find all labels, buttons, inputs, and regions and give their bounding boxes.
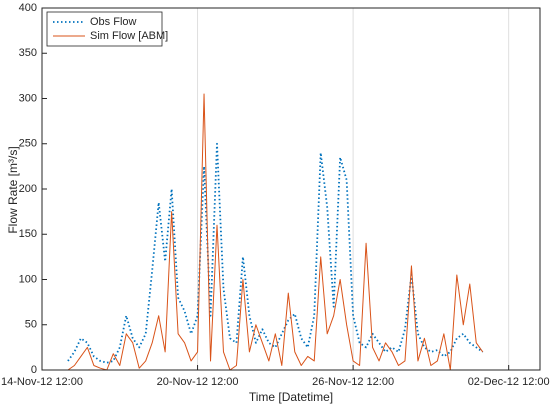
x-tick-label: 02-Dec-12 12:00: [468, 376, 550, 388]
y-tick-label: 0: [31, 364, 37, 376]
y-axis-label: Flow Rate [m³/s]: [6, 146, 20, 233]
y-tick-label: 100: [19, 273, 37, 285]
y-tick-label: 200: [19, 183, 37, 195]
y-tick-label: 300: [19, 92, 37, 104]
y-tick-label: 250: [19, 138, 37, 150]
x-axis-label: Time [Datetime]: [249, 390, 333, 404]
y-tick-label: 50: [25, 319, 37, 331]
legend: Obs Flow Sim Flow [ABM]: [46, 11, 168, 47]
x-tick-label: 14-Nov-12 12:00: [1, 376, 83, 388]
legend-label: Sim Flow [ABM]: [90, 30, 168, 42]
plot-area: [42, 8, 540, 370]
axes-box: [41, 7, 541, 371]
legend-box: [46, 11, 163, 47]
y-tick-label: 150: [19, 228, 37, 240]
x-tick-label: 20-Nov-12 12:00: [157, 376, 239, 388]
series-line: [67, 93, 484, 371]
y-tick-label: 400: [19, 2, 37, 14]
x-tick-label: 26-Nov-12 12:00: [312, 376, 394, 388]
y-tick-label: 350: [19, 47, 37, 59]
legend-label: Obs Flow: [90, 16, 137, 28]
